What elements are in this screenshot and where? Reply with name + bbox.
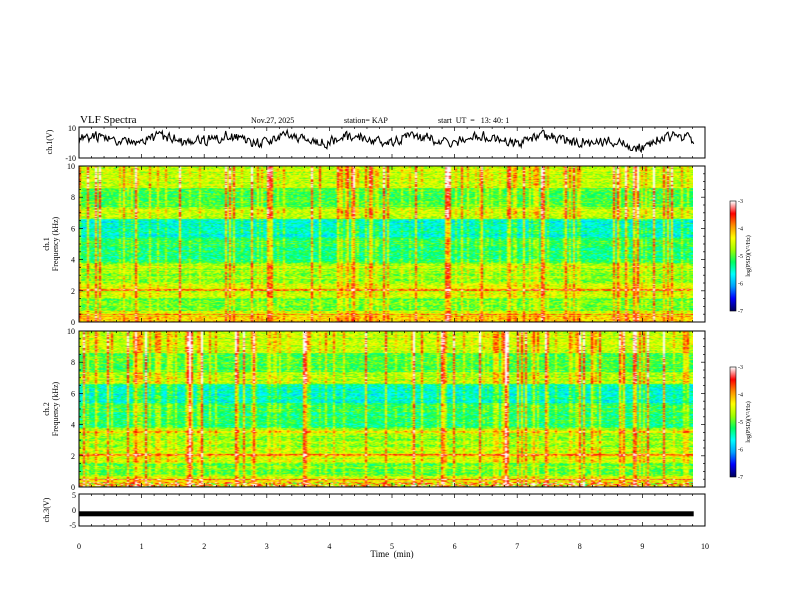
x-tick-label: 7 (515, 542, 519, 551)
x-tick-label: 10 (701, 542, 709, 551)
ch2-freq-tick: 0 (71, 483, 75, 492)
ch2-colorbar-label: log(PSD)(V²/Hz) (745, 401, 752, 442)
ch2-colorbar-tick: -6 (738, 448, 743, 454)
ch2-colorbar-tick: -5 (738, 420, 743, 426)
ch1-freq-tick: 6 (71, 224, 75, 233)
start-ut-label: start UT = 13: 40: 1 (438, 116, 509, 125)
date-label: Nov.27, 2025 (251, 116, 294, 125)
x-tick-label: 1 (140, 542, 144, 551)
ch1-ytick-top: 10 (68, 124, 76, 133)
ch1-freq-tick: 4 (71, 256, 75, 265)
ch1-colorbar-tick: -4 (738, 227, 743, 233)
ch1-spectrogram-image (79, 166, 693, 322)
ch3-ytick-top: 5 (72, 491, 76, 500)
x-tick-label: 4 (327, 542, 331, 551)
x-axis-label: Time (min) (370, 549, 413, 559)
ch2-colorbar-tick: -7 (738, 475, 743, 481)
ch3-ytick-mid: 0 (72, 506, 76, 515)
ch2-freq-tick: 10 (67, 327, 75, 336)
ch1-freq-tick: 2 (71, 287, 75, 296)
ch1-colorbar-label: log(PSD)(V²/Hz) (745, 235, 752, 276)
x-tick-label: 8 (578, 542, 582, 551)
station-label: station= KAP (344, 116, 388, 125)
ch1-colorbar-tick: -7 (738, 309, 743, 315)
ch2-spectrogram-image (79, 331, 693, 487)
ch2-colorbar-tick: -3 (738, 365, 743, 371)
x-tick-label: 9 (640, 542, 644, 551)
x-tick-label: 0 (77, 542, 81, 551)
figure-title: VLF Spectra (80, 114, 137, 126)
x-tick-label: 5 (390, 542, 394, 551)
ch1-freq-tick: 10 (67, 162, 75, 171)
ch1-ylabel: ch.1(V) (45, 129, 54, 154)
ch1-waveform-line (78, 128, 695, 154)
x-tick-label: 3 (265, 542, 269, 551)
ch1-channel-label: ch.1 (42, 237, 51, 251)
ch2-freq-ylabel: Frequency (kHz) (51, 381, 60, 436)
ch2-channel-label: ch.2 (42, 402, 51, 416)
ch2-freq-tick: 2 (71, 452, 75, 461)
ch3-ylabel: ch.3(V) (42, 497, 51, 522)
ch1-ytick-bottom: -10 (65, 154, 76, 163)
ch2-colorbar-tick: -4 (738, 393, 743, 399)
ch1-freq-tick: 8 (71, 193, 75, 202)
x-tick-label: 6 (453, 542, 457, 551)
ch1-colorbar (730, 201, 736, 311)
x-tick-label: 2 (202, 542, 206, 551)
ch1-colorbar-tick: -6 (738, 282, 743, 288)
ch2-colorbar (730, 367, 736, 477)
ch1-colorbar-tick: -5 (738, 254, 743, 260)
ch2-freq-tick: 6 (71, 389, 75, 398)
ch1-freq-ylabel: Frequency (kHz) (51, 216, 60, 271)
ch2-freq-tick: 4 (71, 421, 75, 430)
ch3-ytick-bottom: -5 (69, 521, 76, 530)
ch2-freq-tick: 8 (71, 358, 75, 367)
ch1-colorbar-tick: -3 (738, 199, 743, 205)
ch1-freq-tick: 0 (71, 318, 75, 327)
ch3-level-trace (79, 511, 694, 517)
